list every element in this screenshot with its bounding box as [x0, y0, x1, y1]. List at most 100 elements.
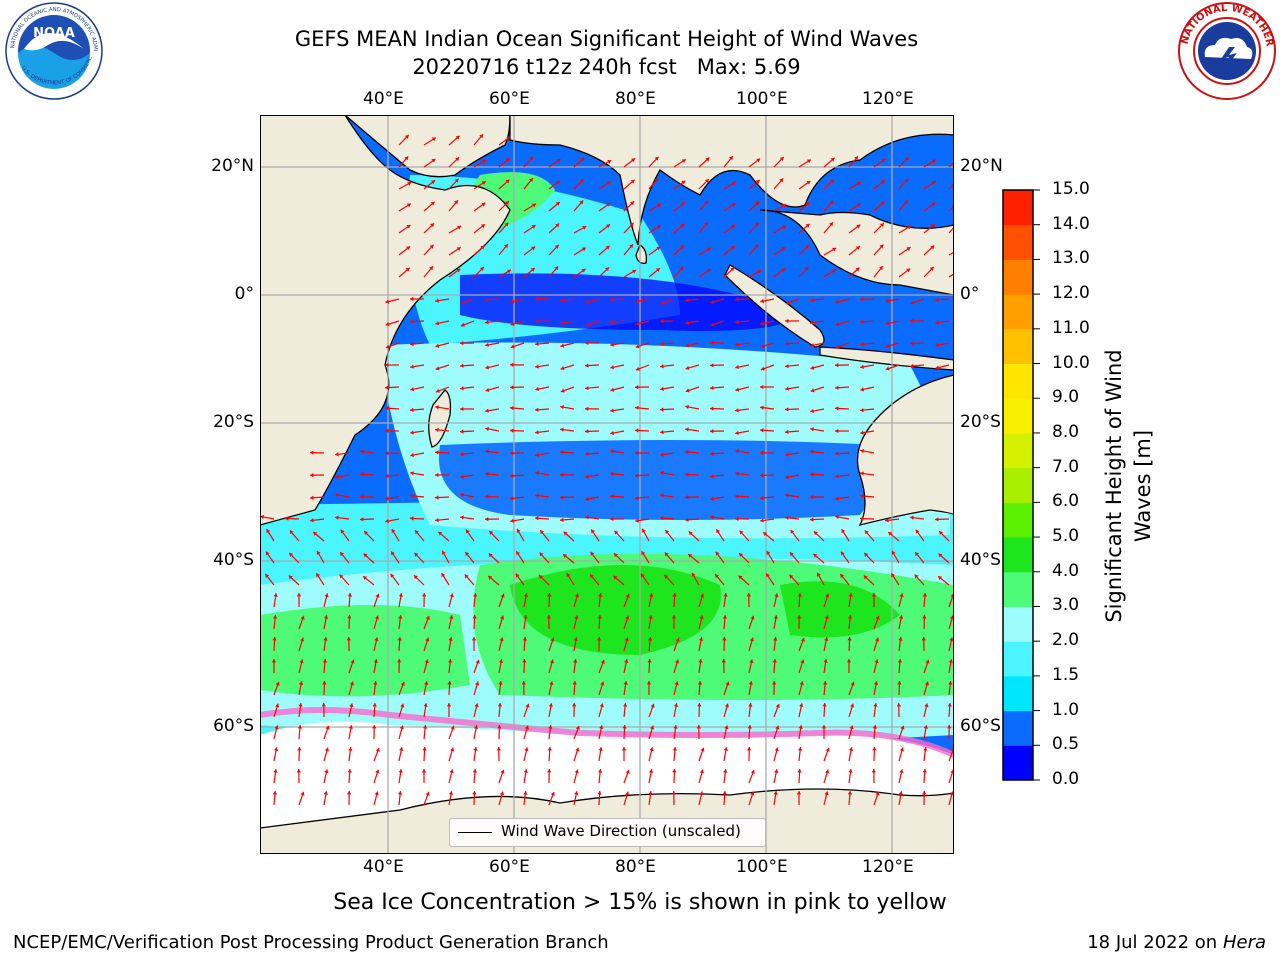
wave-vector-head: [731, 203, 736, 207]
wave-vector-head: [710, 515, 714, 520]
wave-vector-head: [831, 269, 836, 274]
wave-vector-head: [585, 406, 589, 411]
wave-vector-head: [781, 246, 786, 251]
wave-vector-head: [391, 551, 395, 556]
wave-vector-head: [635, 428, 639, 433]
wave-vector-head: [739, 553, 744, 558]
wave-vector-head: [673, 725, 678, 729]
wave-vector-head: [560, 343, 565, 348]
wave-vector-head: [360, 494, 364, 499]
wave-vector-head: [774, 593, 779, 598]
wave-vector-head: [474, 703, 479, 708]
wave-vector-head: [790, 529, 795, 534]
wave-vector-head: [665, 529, 670, 534]
svg-text:NOAA: NOAA: [33, 26, 75, 41]
wave-vector-head: [346, 637, 351, 641]
wave-vector-head: [457, 225, 462, 230]
wave-vector-head: [835, 322, 840, 327]
wave-vector-head: [299, 659, 304, 664]
wave-vector-head: [350, 659, 355, 664]
wave-vector-head: [449, 615, 454, 620]
wave-vector-head: [835, 363, 839, 368]
wave-vector-head: [323, 615, 329, 619]
wave-vector-head: [560, 388, 565, 393]
wave-vector-head: [810, 365, 815, 370]
wave-vector-head: [697, 681, 703, 685]
wave-vector-head: [949, 791, 954, 796]
wave-vector-head: [573, 659, 578, 663]
arabia-land: [344, 115, 511, 178]
wave-vector-head: [460, 300, 465, 305]
wave-vector-head: [872, 747, 877, 751]
wave-vector-head: [516, 551, 521, 556]
colorbar-segment: [1003, 606, 1033, 642]
wave-vector-head: [935, 320, 939, 325]
wave-vector-head: [524, 747, 529, 752]
wave-vector-head: [529, 178, 533, 183]
wave-vector-head: [322, 681, 327, 685]
wave-vector-head: [498, 681, 503, 685]
wave-vector-head: [679, 266, 684, 271]
wave-vector-head: [773, 615, 778, 619]
wave-vector-head: [460, 363, 464, 368]
wave-vector-head: [385, 362, 389, 368]
wave-vector-head: [755, 201, 760, 206]
wave-vector-head: [613, 575, 618, 580]
wave-vector-head: [523, 791, 528, 795]
wave-vector-head: [554, 266, 559, 271]
wave-height-map: [260, 115, 954, 854]
wave-vector-head: [414, 552, 419, 557]
wave-vector-head: [296, 769, 301, 773]
wave-vector-head: [465, 529, 470, 534]
wave-vector-head: [500, 769, 505, 774]
wave-vector-head: [510, 473, 514, 478]
wave-vector-head: [423, 703, 428, 707]
wave-vector-head: [760, 405, 764, 410]
wave-vector-head: [685, 388, 690, 393]
wave-vector-head: [822, 703, 827, 707]
wave-vector-head: [930, 224, 935, 228]
wave-vector-head: [657, 203, 662, 208]
wave-vector-head: [339, 574, 344, 579]
wave-vector-head: [931, 181, 936, 185]
wave-vector-head: [929, 266, 934, 271]
wave-vector-head: [272, 791, 278, 795]
lon-label-top: 60°E: [489, 89, 530, 109]
wave-vector-head: [854, 156, 858, 161]
wave-vector-head: [625, 615, 630, 620]
wave-vector-head: [716, 529, 721, 534]
wave-vector-head: [806, 202, 811, 207]
wave-vector-head: [810, 320, 814, 325]
wave-vector-head: [947, 703, 952, 707]
colorbar-tick-label: 2.0: [1052, 630, 1080, 651]
wave-vector-head: [800, 659, 805, 664]
wave-vector-head: [806, 180, 811, 185]
wave-vector-head: [585, 451, 589, 457]
wave-vector-head: [730, 267, 735, 272]
wave-vector-head: [879, 244, 884, 249]
footer-credit: NCEP/EMC/Verification Post Processing Pr…: [13, 932, 609, 953]
wave-vector-head: [810, 494, 814, 500]
wave-vector-head: [582, 225, 587, 230]
wave-vector-head: [750, 791, 755, 796]
lat-label-left: 20°S: [213, 412, 254, 432]
wave-vector-head: [722, 791, 727, 795]
wave-vector-head: [935, 342, 939, 348]
wave-vector-head: [785, 474, 789, 480]
wave-vector-head: [560, 298, 564, 303]
wave-vector-head: [785, 515, 789, 521]
wave-vector-head: [699, 769, 704, 774]
wave-vector-head: [640, 573, 645, 578]
wave-vector-head: [704, 222, 708, 227]
wave-vector-head: [607, 159, 612, 164]
wave-vector-head: [535, 407, 539, 412]
wave-vector-head: [464, 574, 469, 579]
wave-vector-head: [372, 725, 377, 729]
wave-vector-head: [323, 791, 328, 795]
wave-vector-head: [760, 366, 765, 371]
wave-vector-head: [681, 159, 686, 164]
wave-vector-head: [797, 747, 803, 751]
wave-vector-head: [772, 659, 777, 663]
wave-vector-head: [425, 791, 430, 796]
wave-vector-head: [860, 493, 864, 499]
